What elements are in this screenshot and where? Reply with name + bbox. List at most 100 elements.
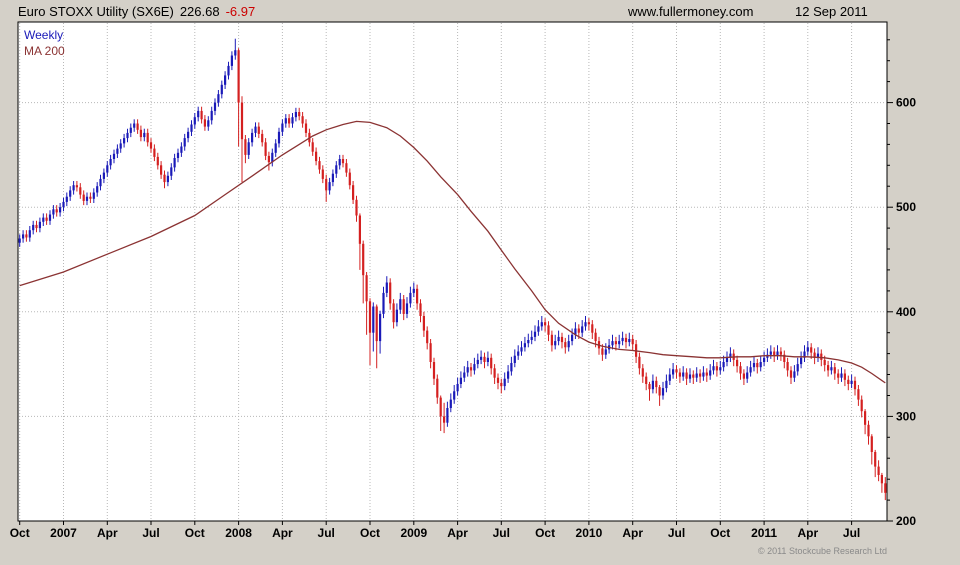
- chart-header: Euro STOXX Utility (SX6E) 226.68 -6.97 www…: [0, 0, 960, 22]
- candle-body: [335, 165, 338, 174]
- candle-body: [796, 364, 799, 372]
- candle-body: [739, 366, 742, 374]
- candle-body: [187, 131, 190, 139]
- ma-200-line: [19, 120, 886, 384]
- candle-body: [645, 376, 648, 384]
- candle-body: [483, 356, 486, 362]
- candle-body: [513, 355, 516, 363]
- candle-body: [688, 374, 692, 379]
- candle-body: [449, 399, 452, 408]
- candle-body: [843, 373, 846, 380]
- candle-body: [857, 389, 860, 400]
- candle-body: [22, 234, 25, 239]
- candle-body: [419, 303, 422, 316]
- candle-body: [554, 341, 557, 346]
- candle-body: [725, 357, 729, 362]
- candle-body: [112, 153, 116, 159]
- candle-body: [847, 379, 850, 384]
- candle-body: [864, 411, 867, 425]
- candle-body: [823, 359, 826, 366]
- candle-body: [291, 117, 294, 124]
- candle-body: [729, 353, 732, 358]
- candle-body: [352, 185, 355, 200]
- candle-body: [220, 84, 223, 95]
- legend-ma-label: MA 200: [24, 44, 65, 58]
- candle-body: [709, 370, 712, 376]
- candle-body: [776, 351, 779, 356]
- copyright-text: © 2011 Stockcube Research Ltd: [758, 546, 887, 556]
- candle-body: [170, 167, 173, 176]
- candle-body: [65, 196, 68, 202]
- x-axis-month-label: Oct: [185, 526, 205, 540]
- candle-body: [587, 322, 590, 325]
- candle-body: [311, 142, 314, 152]
- candle-body: [429, 343, 432, 362]
- x-axis-month-label: Apr: [622, 526, 643, 540]
- candle-body: [139, 129, 142, 138]
- candle-body: [203, 119, 206, 127]
- candle-body: [547, 325, 550, 335]
- candle-body: [493, 368, 496, 378]
- candle-body: [682, 372, 685, 377]
- candle-body: [453, 391, 456, 400]
- x-axis-month-label: Jul: [493, 526, 510, 540]
- candle-body: [786, 362, 789, 371]
- candle-body: [628, 339, 631, 343]
- candle-body: [564, 342, 567, 348]
- candle-body: [102, 172, 105, 179]
- y-axis-label: 600: [896, 96, 916, 110]
- candle-body: [254, 126, 257, 133]
- candle-body: [557, 336, 560, 342]
- candle-body: [160, 165, 163, 175]
- candle-body: [661, 388, 665, 396]
- website-link[interactable]: www.fullermoney.com: [628, 4, 754, 19]
- candle-body: [304, 123, 308, 133]
- candle-body: [190, 124, 193, 132]
- candle-body: [641, 368, 644, 377]
- candle-body: [584, 322, 587, 327]
- candle-body: [544, 322, 547, 326]
- candle-body: [288, 118, 291, 124]
- candle-body: [500, 382, 503, 387]
- candle-body: [375, 306, 378, 342]
- candle-body: [25, 234, 28, 238]
- candle-body: [257, 126, 260, 134]
- candle-body: [230, 55, 233, 66]
- candle-body: [213, 102, 217, 111]
- candle-body: [244, 139, 247, 155]
- y-axis-label: 400: [896, 305, 916, 319]
- candle-body: [85, 196, 89, 201]
- candle-body: [827, 365, 830, 371]
- candle-body: [459, 377, 462, 384]
- candle-body: [800, 357, 803, 365]
- candle-body: [92, 192, 95, 199]
- candle-body: [496, 377, 500, 383]
- candle-body: [163, 174, 166, 183]
- candle-body: [469, 367, 473, 371]
- candle-body: [298, 112, 301, 117]
- candle-body: [18, 238, 21, 243]
- candle-body: [143, 132, 146, 138]
- candle-body: [281, 123, 284, 132]
- candle-body: [28, 230, 31, 238]
- candle-body: [503, 378, 506, 387]
- candle-body: [234, 50, 237, 56]
- candle-body: [537, 326, 540, 332]
- candle-body: [678, 372, 681, 377]
- candle-body: [860, 399, 863, 412]
- candle-body: [412, 288, 415, 293]
- candle-body: [601, 348, 604, 355]
- candle-body: [301, 116, 304, 124]
- candle-body: [517, 351, 520, 356]
- candle-body: [207, 120, 210, 127]
- candle-body: [624, 337, 628, 343]
- candle-body: [79, 187, 82, 195]
- candle-body: [224, 75, 227, 85]
- candle-body: [136, 123, 139, 130]
- candle-body: [392, 303, 395, 323]
- x-axis-month-label: Jul: [318, 526, 335, 540]
- candle-body: [99, 178, 102, 187]
- candle-body: [574, 328, 577, 335]
- candle-body: [416, 288, 419, 304]
